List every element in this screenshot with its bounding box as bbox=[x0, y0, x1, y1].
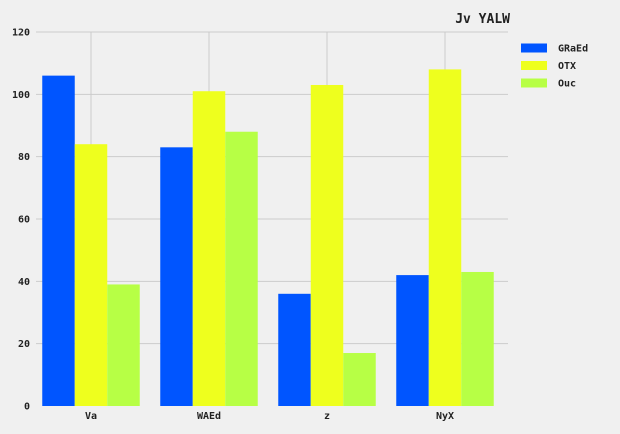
x-tick-label: WAEd bbox=[197, 411, 221, 422]
y-tick-label: 40 bbox=[18, 277, 30, 288]
bar-GRaEd-z bbox=[278, 293, 311, 406]
legend-swatch bbox=[521, 61, 547, 70]
bar-Ouc-NyX bbox=[461, 271, 494, 406]
legend-swatch bbox=[521, 78, 547, 88]
chart-title: Jv YALW bbox=[455, 12, 510, 27]
bar-OTX-Va bbox=[74, 144, 108, 406]
legend-label: GRaEd bbox=[558, 44, 588, 55]
legend: GRaEd OTX Ouc bbox=[521, 43, 588, 90]
y-tick-label: 80 bbox=[18, 152, 30, 163]
y-tick-label: 0 bbox=[24, 402, 30, 413]
bar-Ouc-Va bbox=[107, 284, 140, 406]
bar-Ouc-WAEd bbox=[225, 131, 258, 406]
legend-label: OTX bbox=[558, 61, 576, 72]
y-tick-label: 20 bbox=[18, 339, 30, 350]
y-tick-label: 100 bbox=[12, 90, 30, 101]
bars bbox=[42, 69, 494, 407]
bar-Ouc-z bbox=[343, 353, 376, 406]
axes: 0 20 40 60 80 100 120 Va WAEd z NyX bbox=[12, 28, 454, 423]
bar-OTX-z bbox=[310, 84, 344, 406]
bar-GRaEd-WAEd bbox=[160, 147, 193, 407]
bar-GRaEd-Va bbox=[42, 75, 75, 406]
bar-OTX-NyX bbox=[428, 69, 462, 407]
x-tick-label: NyX bbox=[436, 411, 454, 422]
legend-swatch bbox=[521, 43, 547, 53]
legend-label: Ouc bbox=[558, 79, 576, 90]
bar-OTX-WAEd bbox=[192, 91, 226, 406]
x-tick-label: Va bbox=[85, 411, 97, 422]
bar-GRaEd-NyX bbox=[396, 275, 429, 406]
x-tick-label: z bbox=[324, 411, 330, 422]
y-tick-label: 60 bbox=[18, 215, 30, 226]
y-tick-label: 120 bbox=[12, 28, 30, 39]
